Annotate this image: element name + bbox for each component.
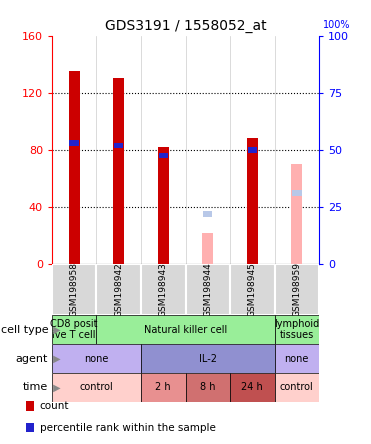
Text: count: count <box>40 401 69 411</box>
Bar <box>52 373 141 402</box>
Bar <box>275 315 319 344</box>
Text: 100%: 100% <box>323 20 350 30</box>
Text: 24 h: 24 h <box>242 382 263 392</box>
Text: CD8 posit
ive T cell: CD8 posit ive T cell <box>50 319 98 341</box>
Text: control: control <box>280 382 313 392</box>
Text: ▶: ▶ <box>50 353 61 364</box>
Bar <box>203 211 213 217</box>
Bar <box>292 190 302 196</box>
Text: cell type: cell type <box>1 325 48 335</box>
Bar <box>113 79 124 264</box>
Text: percentile rank within the sample: percentile rank within the sample <box>40 423 216 432</box>
Text: lymphoid
tissues: lymphoid tissues <box>274 319 319 341</box>
Text: time: time <box>23 382 48 392</box>
Text: Natural killer cell: Natural killer cell <box>144 325 227 335</box>
Bar <box>247 139 258 264</box>
Bar <box>96 264 141 315</box>
Bar <box>96 315 275 344</box>
Text: IL-2: IL-2 <box>199 353 217 364</box>
Bar <box>52 315 96 344</box>
Bar <box>114 143 124 148</box>
Text: control: control <box>80 382 113 392</box>
Bar <box>275 344 319 373</box>
Bar <box>275 264 319 315</box>
Bar <box>275 373 319 402</box>
Bar <box>141 264 186 315</box>
Bar <box>186 264 230 315</box>
Bar <box>247 147 257 153</box>
Text: none: none <box>285 353 309 364</box>
Text: ▶: ▶ <box>50 325 61 335</box>
Bar <box>230 264 275 315</box>
Bar <box>186 373 230 402</box>
Text: GSM198944: GSM198944 <box>203 262 212 317</box>
Text: GSM198945: GSM198945 <box>248 262 257 317</box>
Text: agent: agent <box>16 353 48 364</box>
Bar <box>141 344 275 373</box>
Bar <box>141 373 186 402</box>
Text: 8 h: 8 h <box>200 382 216 392</box>
Text: ▶: ▶ <box>50 382 61 392</box>
Bar <box>202 233 213 264</box>
Title: GDS3191 / 1558052_at: GDS3191 / 1558052_at <box>105 19 266 33</box>
Bar <box>69 71 80 264</box>
Bar <box>158 153 168 159</box>
Bar <box>69 140 79 146</box>
Text: GSM198959: GSM198959 <box>292 262 301 317</box>
Text: none: none <box>84 353 109 364</box>
Text: 2 h: 2 h <box>155 382 171 392</box>
Bar <box>52 264 96 315</box>
Text: GSM198958: GSM198958 <box>70 262 79 317</box>
Text: GSM198943: GSM198943 <box>159 262 168 317</box>
Bar <box>291 164 302 264</box>
Text: GSM198942: GSM198942 <box>114 262 123 317</box>
Bar <box>230 373 275 402</box>
Bar <box>158 147 169 264</box>
Bar <box>52 344 141 373</box>
